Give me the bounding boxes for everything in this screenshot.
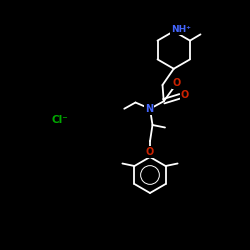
Text: NH⁺: NH⁺ bbox=[171, 26, 191, 35]
Text: O: O bbox=[180, 90, 189, 101]
Text: O: O bbox=[146, 147, 154, 157]
Text: O: O bbox=[172, 78, 181, 88]
Text: Cl⁻: Cl⁻ bbox=[52, 115, 68, 125]
Text: N: N bbox=[145, 104, 153, 114]
